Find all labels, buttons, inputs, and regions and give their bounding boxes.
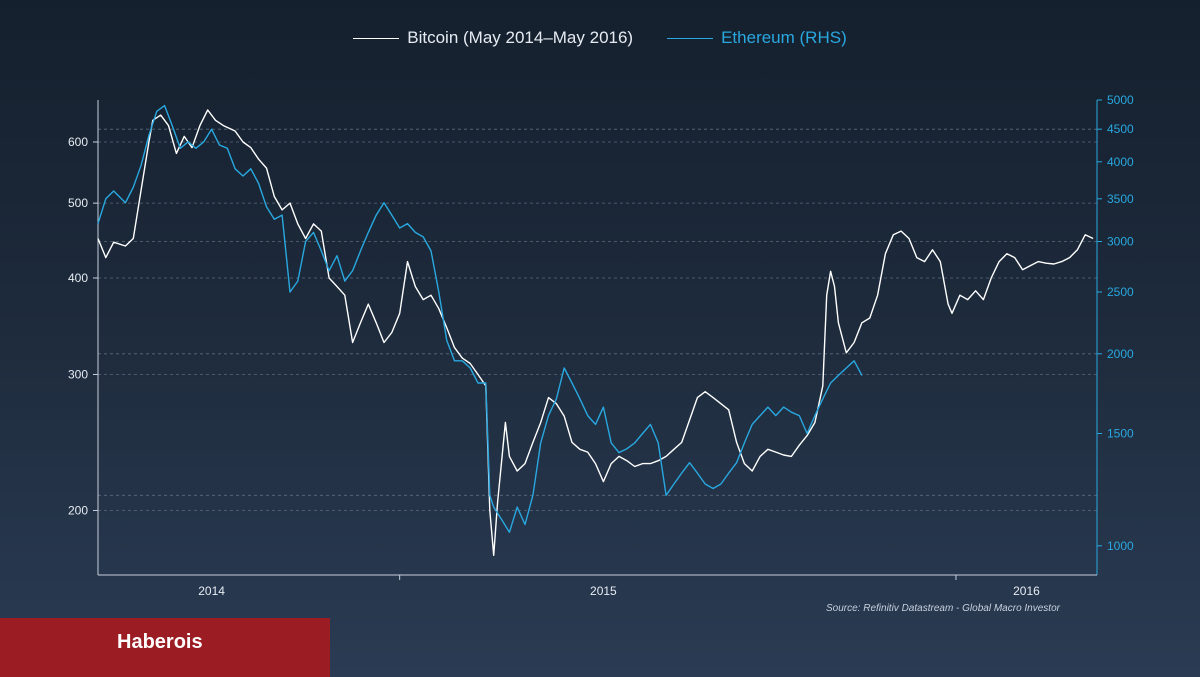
legend: Bitcoin (May 2014–May 2016) Ethereum (RH…: [0, 28, 1200, 48]
gridlines: [98, 128, 1097, 511]
x-tick-label: 2015: [590, 584, 617, 598]
y-right-tick-label: 3500: [1107, 192, 1134, 206]
legend-swatch-ethereum: [667, 37, 714, 39]
y-left-tick-label: 500: [68, 196, 88, 210]
y-right-tick-label: 1500: [1107, 427, 1134, 441]
ethereum-line: [97, 104, 863, 533]
series-lines: [97, 104, 1094, 556]
y-right-tick-label: 4500: [1107, 122, 1134, 136]
y-left-tick-label: 600: [68, 135, 88, 149]
brand-name: Haberois: [117, 631, 203, 653]
x-tick-label: 2014: [198, 584, 225, 598]
bitcoin-line: [97, 109, 1094, 556]
y-right-tick-label: 4000: [1107, 155, 1134, 169]
y-left-tick-label: 300: [68, 367, 88, 381]
tick-labels: 200 300 400 500 600 1000 1500 2000 2500 3000 3500 4…: [68, 93, 1134, 598]
legend-swatch-bitcoin: [353, 37, 400, 39]
y-right-tick-label: 2500: [1107, 285, 1134, 299]
y-left-tick-label: 200: [68, 503, 88, 517]
axes: [93, 99, 1102, 580]
source-note: Source: Refinitiv Datastream - Global Ma…: [826, 603, 1060, 614]
legend-item-ethereum: Ethereum (RHS): [667, 28, 847, 48]
legend-item-bitcoin: Bitcoin (May 2014–May 2016): [353, 28, 633, 48]
y-right-tick-label: 5000: [1107, 93, 1134, 107]
y-right-tick-label: 2000: [1107, 347, 1134, 361]
x-tick-label: 2016: [1013, 584, 1040, 598]
brand-banner: Haberois: [0, 618, 330, 677]
legend-label-bitcoin: Bitcoin (May 2014–May 2016): [407, 28, 634, 47]
legend-label-ethereum: Ethereum (RHS): [721, 28, 847, 47]
y-right-tick-label: 1000: [1107, 539, 1134, 553]
y-left-tick-label: 400: [68, 271, 88, 285]
y-right-tick-label: 3000: [1107, 234, 1134, 248]
